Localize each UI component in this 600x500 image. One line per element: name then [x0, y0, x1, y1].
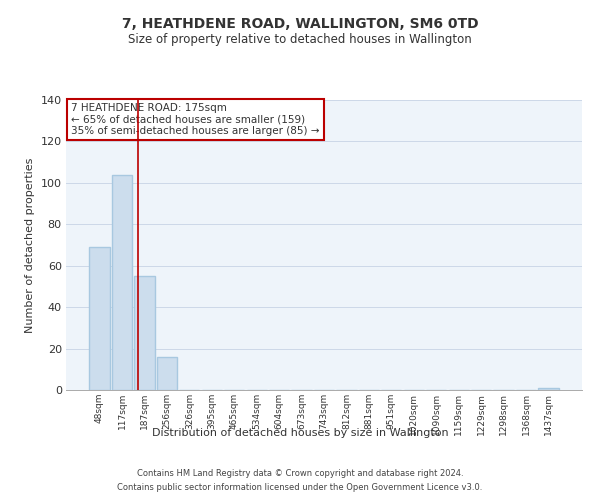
- Bar: [112, 174, 132, 390]
- Text: Contains HM Land Registry data © Crown copyright and database right 2024.: Contains HM Land Registry data © Crown c…: [137, 468, 463, 477]
- Text: 7, HEATHDENE ROAD, WALLINGTON, SM6 0TD: 7, HEATHDENE ROAD, WALLINGTON, SM6 0TD: [122, 18, 478, 32]
- Bar: [134, 276, 155, 390]
- Text: Size of property relative to detached houses in Wallington: Size of property relative to detached ho…: [128, 32, 472, 46]
- Bar: [538, 388, 559, 390]
- Bar: [89, 247, 110, 390]
- Text: Distribution of detached houses by size in Wallington: Distribution of detached houses by size …: [152, 428, 448, 438]
- Text: Contains public sector information licensed under the Open Government Licence v3: Contains public sector information licen…: [118, 484, 482, 492]
- Text: 7 HEATHDENE ROAD: 175sqm
← 65% of detached houses are smaller (159)
35% of semi-: 7 HEATHDENE ROAD: 175sqm ← 65% of detach…: [71, 103, 320, 136]
- Y-axis label: Number of detached properties: Number of detached properties: [25, 158, 35, 332]
- Bar: [157, 357, 177, 390]
